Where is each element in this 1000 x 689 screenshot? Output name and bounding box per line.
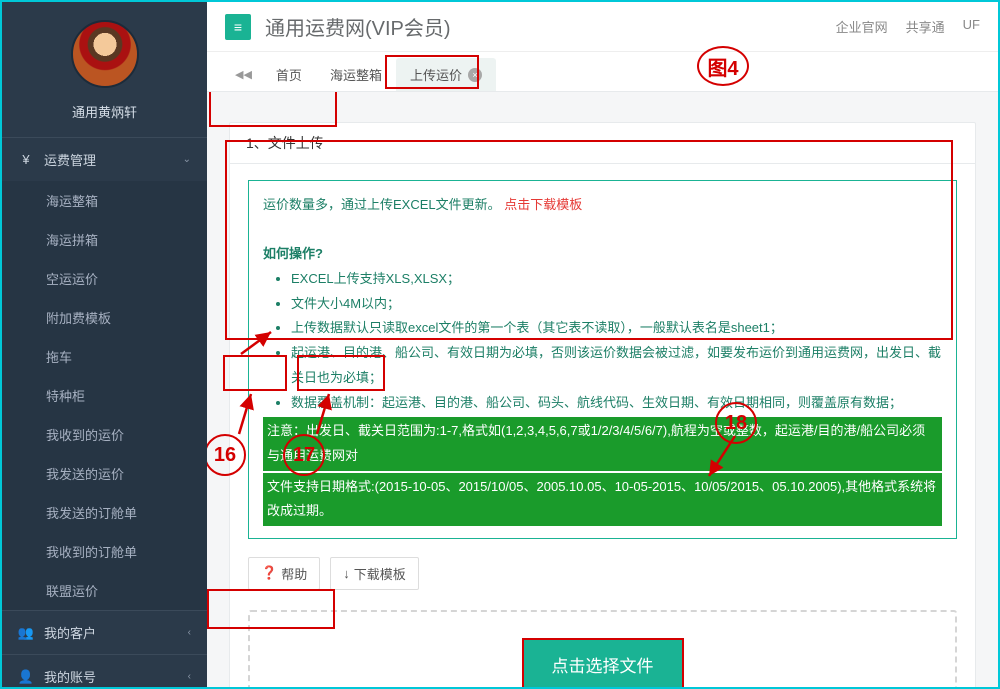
warn-line2: 文件支持日期格式:(2015-10-05、2015/10/05、2005.10.… [263, 473, 942, 526]
sidebar-item-sent-price[interactable]: 我发送的运价 [2, 454, 207, 493]
tab-label: 上传运价 [410, 65, 462, 84]
howto-item: 数据覆盖机制：起运港、目的港、船公司、码头、航线代码、生效日期、有效日期相同，则… [291, 391, 942, 416]
nav-head-label: 我的账号 [44, 667, 96, 686]
sidebar-item-recv-price[interactable]: 我收到的运价 [2, 415, 207, 454]
sidebar-item-fcl[interactable]: 海运整箱 [2, 181, 207, 220]
howto-title: 如何操作? [263, 246, 323, 261]
link-uf[interactable]: UF [963, 17, 980, 36]
choose-file-button[interactable]: 点击选择文件 [522, 638, 684, 687]
avatar[interactable] [71, 20, 139, 88]
sidebar: 通用黄炳轩 ¥ 运费管理 ⌄ 海运整箱 海运拼箱 空运运价 附加费模板 拖车 特… [2, 2, 207, 687]
nav-head-label: 运费管理 [44, 150, 96, 169]
tab-home[interactable]: 首页 [262, 58, 316, 91]
howto-list: EXCEL上传支持XLS,XLSX； 文件大小4M以内； 上传数据默认只读取ex… [263, 267, 942, 415]
content: 1、文件上传 运价数量多，通过上传EXCEL文件更新。 点击下载模板 如何操作?… [207, 92, 998, 687]
sidebar-item-air[interactable]: 空运运价 [2, 259, 207, 298]
chevron-left-icon: ‹ [188, 627, 191, 638]
nav-head-freight[interactable]: ¥ 运费管理 ⌄ [2, 138, 207, 181]
howto-item: EXCEL上传支持XLS,XLSX； [291, 267, 942, 292]
infobox: 运价数量多，通过上传EXCEL文件更新。 点击下载模板 如何操作? EXCEL上… [248, 180, 957, 539]
panel-file-upload: 1、文件上传 运价数量多，通过上传EXCEL文件更新。 点击下载模板 如何操作?… [229, 122, 976, 687]
topbar: ≡ 通用运费网(VIP会员) 企业官网 共享通 UF [207, 2, 998, 52]
download-template-button[interactable]: ↓ 下载模板 [330, 557, 419, 590]
sidebar-item-lcl[interactable]: 海运拼箱 [2, 220, 207, 259]
nav-head-customers[interactable]: 👥 我的客户 ‹ [2, 611, 207, 654]
avatar-wrap [2, 2, 207, 96]
chevron-left-icon: ‹ [188, 671, 191, 682]
link-download-template-inline[interactable]: 点击下载模板 [504, 197, 582, 212]
nav-section-account: 👤 我的账号 ‹ [2, 654, 207, 689]
link-corp-site[interactable]: 企业官网 [836, 17, 888, 36]
username: 通用黄炳轩 [2, 96, 207, 137]
question-icon: ❓ [261, 565, 277, 581]
nav-head-account[interactable]: 👤 我的账号 ‹ [2, 655, 207, 689]
sidebar-item-surcharge[interactable]: 附加费模板 [2, 298, 207, 337]
nav-sub-freight: 海运整箱 海运拼箱 空运运价 附加费模板 拖车 特种柜 我收到的运价 我发送的运… [2, 181, 207, 610]
link-share[interactable]: 共享通 [906, 17, 945, 36]
main: ≡ 通用运费网(VIP会员) 企业官网 共享通 UF ◀◀ 首页 海运整箱 上传… [207, 2, 998, 687]
howto-item: 起运港、目的港、船公司、有效日期为必填，否则该运价数据会被过滤，如要发布运价到通… [291, 341, 942, 390]
btn-row: ❓ 帮助 ↓ 下载模板 [248, 557, 957, 590]
howto-item: 文件大小4M以内； [291, 292, 942, 317]
tab-upload[interactable]: 上传运价 × [396, 58, 496, 91]
users-icon: 👥 [18, 625, 34, 641]
yen-icon: ¥ [18, 152, 34, 167]
warn-line1: 注意：出发日、截关日范围为:1-7,格式如(1,2,3,4,5,6,7或1/2/… [263, 417, 942, 470]
sidebar-item-recv-booking[interactable]: 我收到的订舱单 [2, 532, 207, 571]
hamburger-button[interactable]: ≡ [225, 14, 251, 40]
top-links: 企业官网 共享通 UF [836, 17, 980, 36]
sidebar-item-special[interactable]: 特种柜 [2, 376, 207, 415]
panel-body: 运价数量多，通过上传EXCEL文件更新。 点击下载模板 如何操作? EXCEL上… [230, 164, 975, 687]
nav-section-freight: ¥ 运费管理 ⌄ 海运整箱 海运拼箱 空运运价 附加费模板 拖车 特种柜 我收到… [2, 137, 207, 610]
chevron-down-icon: ⌄ [183, 154, 191, 165]
btn-label: 下载模板 [354, 564, 406, 583]
page-title: 通用运费网(VIP会员) [265, 12, 451, 41]
howto-item: 上传数据默认只读取excel文件的第一个表（其它表不读取），一般默认表名是she… [291, 316, 942, 341]
tab-label: 海运整箱 [330, 65, 382, 84]
user-icon: 👤 [18, 669, 34, 685]
nav-head-label: 我的客户 [44, 623, 96, 642]
tabbar: ◀◀ 首页 海运整箱 上传运价 × 图4 [207, 52, 998, 92]
sidebar-item-alliance[interactable]: 联盟运价 [2, 571, 207, 610]
help-button[interactable]: ❓ 帮助 [248, 557, 320, 590]
close-icon[interactable]: × [468, 68, 482, 82]
info-intro: 运价数量多，通过上传EXCEL文件更新。 点击下载模板 [263, 193, 942, 218]
ann-fig4: 图4 [697, 46, 749, 86]
info-intro-prefix: 运价数量多，通过上传EXCEL文件更新。 [263, 197, 501, 212]
download-icon: ↓ [343, 566, 350, 581]
tab-prev-button[interactable]: ◀◀ [225, 62, 262, 87]
sidebar-item-trailer[interactable]: 拖车 [2, 337, 207, 376]
tab-label: 首页 [276, 65, 302, 84]
dropzone[interactable]: 点击选择文件 上传文件大小不超过4M [248, 610, 957, 687]
app-root: 通用黄炳轩 ¥ 运费管理 ⌄ 海运整箱 海运拼箱 空运运价 附加费模板 拖车 特… [0, 0, 1000, 689]
sidebar-item-sent-booking[interactable]: 我发送的订舱单 [2, 493, 207, 532]
btn-label: 帮助 [281, 564, 307, 583]
nav-section-customers: 👥 我的客户 ‹ [2, 610, 207, 654]
tab-fcl[interactable]: 海运整箱 [316, 58, 396, 91]
section1-title: 1、文件上传 [230, 123, 975, 164]
ann-text: 图4 [707, 52, 738, 81]
